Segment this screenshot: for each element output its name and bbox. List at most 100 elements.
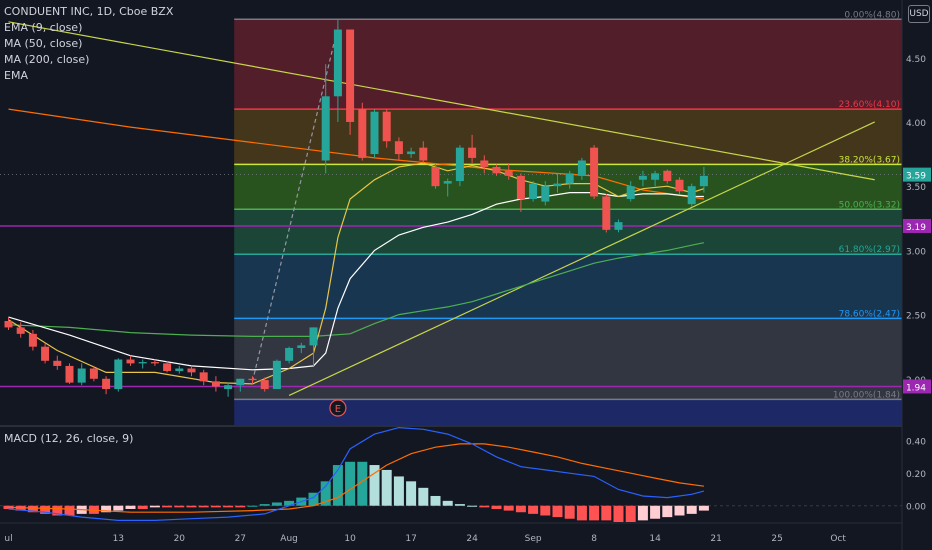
candle-body (138, 362, 147, 364)
macd-histogram-bar (284, 500, 295, 506)
candle-body (407, 151, 416, 155)
time-tick-label: 13 (113, 534, 124, 544)
candle-body (602, 196, 611, 230)
macd-histogram-bar (235, 505, 246, 508)
chart-legend: CONDUENT INC, 1D, Cboe BZX EMA (9, close… (4, 4, 173, 84)
macd-histogram-bar (698, 505, 709, 511)
macd-histogram-bar (430, 495, 441, 506)
macd-histogram-bar (467, 505, 478, 507)
candle-body (28, 333, 37, 347)
macd-histogram-bar (198, 505, 209, 508)
macd-histogram-bar (149, 505, 160, 508)
candle-body (102, 378, 111, 390)
trendline (8, 21, 875, 181)
candle-body (163, 363, 172, 372)
candle-body (297, 345, 306, 348)
macd-histogram-bar (625, 505, 636, 522)
fib-zone (234, 399, 902, 425)
fib-level-label: 38.20%(3.67) (839, 155, 900, 165)
candle-body (272, 360, 281, 390)
time-tick-label: 20 (174, 534, 186, 544)
ma50-legend[interactable]: MA (50, close) (4, 37, 83, 50)
candle-body (553, 183, 562, 187)
time-tick-label: 27 (235, 534, 246, 544)
price-badge (903, 218, 931, 233)
time-tick-label: Aug (280, 534, 298, 544)
macd-histogram-bar (406, 481, 417, 506)
price-tick-label: 2.50 (906, 312, 926, 322)
macd-histogram-bar (259, 504, 270, 506)
macd-histogram-bar (3, 505, 14, 509)
candle-body (248, 378, 257, 381)
macd-histogram-bar (662, 505, 673, 518)
ma200-legend[interactable]: MA (200, close) (4, 53, 90, 66)
candle-body (675, 179, 684, 192)
price-badge-label: 3.59 (906, 172, 926, 182)
macd-tick-label: 0.20 (906, 470, 926, 480)
macd-histogram-bar (491, 505, 502, 509)
time-tick-label: 8 (591, 534, 597, 544)
macd-histogram-bar (101, 505, 112, 513)
candle-body (114, 359, 123, 390)
ema-legend[interactable]: EMA (4, 69, 28, 82)
candle-body (187, 368, 196, 373)
price-badge (903, 167, 931, 182)
macd-histogram-bar (271, 502, 282, 506)
candle-body (236, 378, 245, 386)
macd-histogram-bar (576, 505, 587, 521)
candle-body (65, 365, 74, 383)
ema9-line (8, 162, 705, 385)
price-badge (903, 379, 931, 394)
fib-level-label: 50.00%(3.32) (839, 200, 900, 210)
price-badge-label: 1.94 (906, 383, 926, 393)
candle-body (309, 327, 318, 346)
candle-body (333, 29, 342, 97)
time-tick-label: 14 (649, 534, 661, 544)
candle-body (370, 111, 379, 155)
macd-histogram-bar (601, 505, 612, 521)
macd-histogram-bar (442, 500, 453, 506)
candle-body (614, 222, 623, 230)
macd-legend[interactable]: MACD (12, 26, close, 9) (4, 432, 134, 445)
candle-body (89, 368, 98, 379)
ema9-legend[interactable]: EMA (9, close) (4, 21, 83, 34)
candle-body (468, 147, 477, 158)
candle-body (16, 327, 25, 334)
candle-body (211, 381, 220, 387)
macd-histogram-bar (528, 505, 539, 514)
macd-histogram-bar (369, 465, 380, 506)
candle-body (443, 181, 452, 184)
macd-histogram-bar (52, 505, 63, 516)
macd-histogram-bar (552, 505, 563, 518)
candle-body (626, 186, 635, 200)
candle-body (358, 109, 367, 158)
macd-histogram-bar (454, 504, 465, 506)
macd-histogram-bar (613, 505, 624, 522)
fib-level-label: 0.00%(4.80) (844, 10, 900, 20)
macd-histogram-bar (564, 505, 575, 519)
candle-body (285, 347, 294, 361)
macd-histogram-bar (637, 505, 648, 521)
macd-histogram-bar (125, 505, 136, 509)
candle-body (150, 362, 159, 364)
macd-histogram-bar (515, 505, 526, 513)
macd-histogram-bar (589, 505, 600, 521)
price-tick-label: 3.50 (906, 183, 926, 193)
macd-histogram-bar (113, 505, 124, 511)
fib-zone (234, 164, 902, 210)
trendline (288, 121, 875, 397)
candle-body (431, 166, 440, 187)
macd-histogram-bar (357, 461, 368, 506)
macd-histogram-bar (223, 505, 234, 508)
macd-histogram-bar (27, 505, 38, 513)
candle-body (41, 346, 50, 361)
macd-tick-label: 0.40 (906, 438, 926, 448)
symbol-title[interactable]: CONDUENT INC, 1D, Cboe BZX (4, 5, 174, 18)
earnings-marker-label: E (335, 404, 341, 415)
macd-line (8, 426, 705, 522)
currency-button[interactable]: USD (908, 5, 930, 23)
candle-body (565, 173, 574, 184)
macd-histogram-bar (64, 505, 75, 516)
fib-level-label: 61.80%(2.97) (839, 245, 900, 255)
